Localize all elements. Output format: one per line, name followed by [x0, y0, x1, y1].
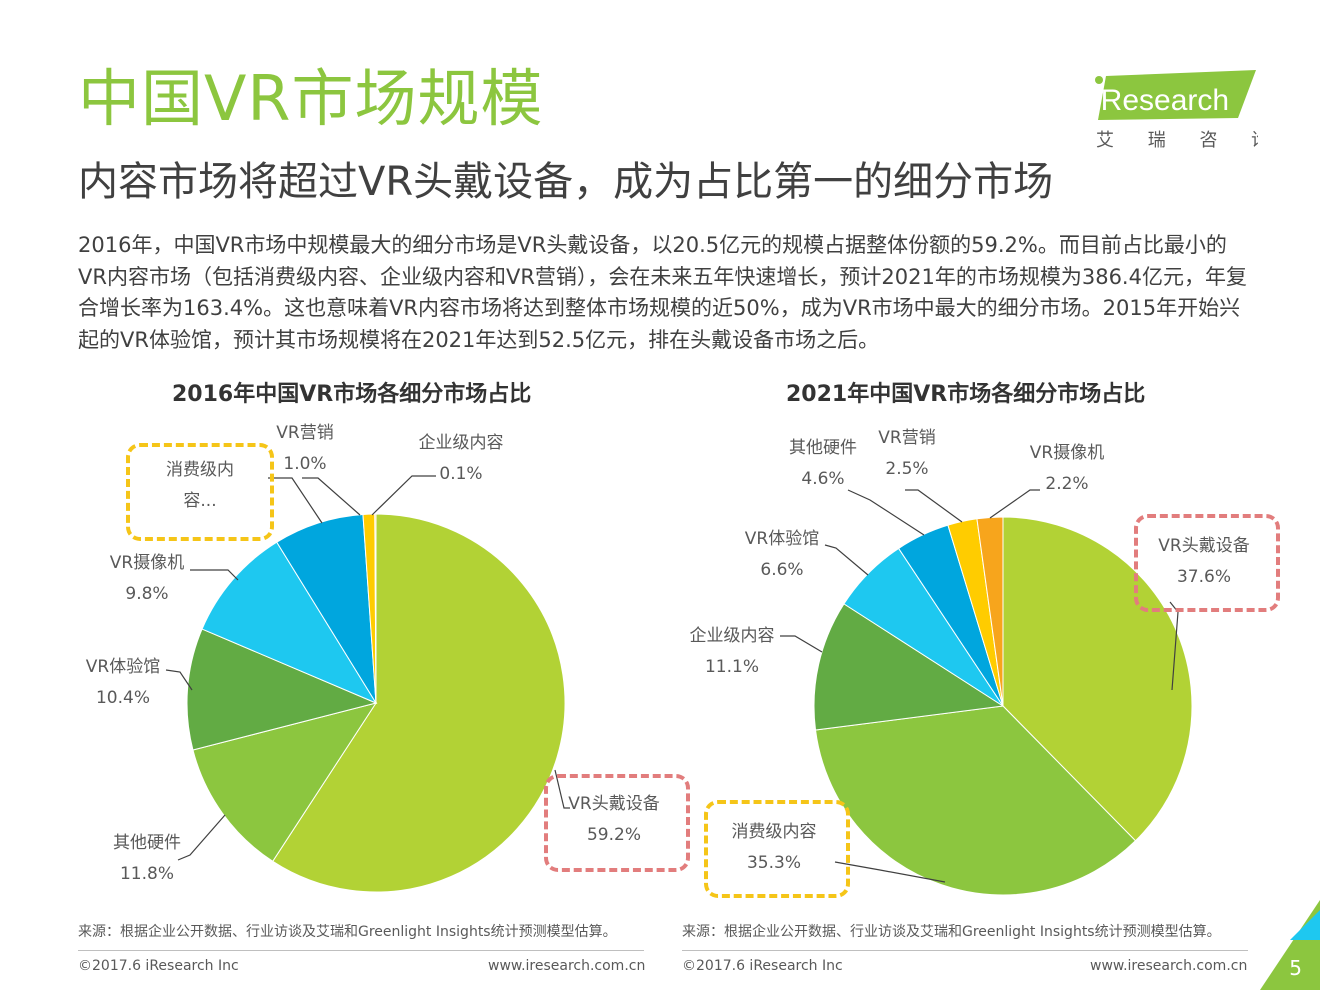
leader-2021-consumer — [834, 861, 946, 883]
logo-dot — [1095, 76, 1103, 84]
label-2016-hardware-value: 11.8% — [119, 864, 174, 884]
page-subtitle: 内容市场将超过VR头戴设备，成为占比第一的细分市场 — [78, 159, 1054, 205]
pie-2016-slice-1 — [192, 702, 378, 862]
label-2016-hardware: 其他硬件 11.8% — [102, 828, 192, 890]
copyright-left: ©2017.6 iResearch Inc — [78, 958, 239, 974]
label-2016-enterprise-value: 0.1% — [439, 464, 483, 484]
body-paragraph: 2016年，中国VR市场中规模最大的细分市场是VR头戴设备，以20.5亿元的规模… — [78, 233, 1247, 352]
leader-2021-headset — [1169, 601, 1179, 691]
label-2021-arena-value: 6.6% — [760, 560, 804, 580]
leader-2016-arena — [165, 669, 193, 691]
label-2016-headset-name: VR头戴设备 — [568, 794, 660, 814]
corner-triangle-blue — [1290, 910, 1320, 940]
label-2021-hardware-name: 其他硬件 — [789, 438, 857, 458]
page-number: 5 — [1289, 956, 1302, 980]
label-2016-marketing: VR营销 1.0% — [265, 418, 345, 480]
label-2016-arena: VR体验馆 10.4% — [78, 652, 168, 714]
label-2016-marketing-value: 1.0% — [283, 454, 327, 474]
footer-rule-left — [78, 950, 644, 951]
corner-decoration — [1260, 900, 1320, 990]
label-2021-arena-name: VR体验馆 — [744, 529, 820, 549]
label-2021-hardware: 其他硬件 4.6% — [778, 433, 868, 495]
pie-2016-slice-2 — [186, 628, 378, 751]
label-2021-camera: VR摄像机 2.2% — [1022, 438, 1112, 500]
label-2021-enterprise-name: 企业级内容 — [689, 626, 775, 646]
leader-2016-marketing — [302, 477, 361, 516]
label-2016-enterprise: 企业级内容 0.1% — [406, 428, 516, 490]
pie-2016-slice-0 — [272, 513, 566, 893]
url-left[interactable]: www.iresearch.com.cn — [488, 958, 646, 974]
leader-2021-camera — [989, 489, 1040, 519]
label-2016-hardware-name: 其他硬件 — [113, 833, 181, 853]
leader-2016-hardware — [177, 814, 226, 861]
pie-2021-slice-0 — [1002, 516, 1193, 842]
label-2016-consumer-name: 消费级内容... — [166, 460, 234, 511]
logo-cn: 艾 瑞 咨 询 — [1096, 130, 1258, 151]
leader-2016-consumer — [268, 477, 323, 524]
pie-2021-slice-2 — [813, 603, 1005, 731]
highlight-box-2016-headset — [544, 774, 690, 872]
source-note-left: 来源：根据企业公开数据、行业访谈及艾瑞和Greenlight Insights统… — [78, 924, 617, 940]
label-2021-consumer-name: 消费级内容 — [731, 822, 817, 842]
page-title: 中国VR市场规模 — [78, 62, 544, 135]
chart-2021-title: 2021年中国VR市场各细分市场占比 — [786, 382, 1146, 407]
source-note-right: 来源：根据企业公开数据、行业访谈及艾瑞和Greenlight Insights统… — [682, 924, 1221, 940]
label-2021-consumer-value: 35.3% — [746, 853, 801, 873]
pie-2021 — [813, 516, 1193, 896]
label-2016-camera-name: VR摄像机 — [109, 553, 185, 573]
corner-triangle-green — [1260, 900, 1320, 990]
leader-lines — [165, 475, 1179, 883]
leader-2016-camera — [190, 569, 239, 581]
leader-2021-hardware — [847, 489, 925, 536]
label-2016-camera-value: 9.8% — [125, 584, 169, 604]
leader-2016-headset — [554, 769, 570, 809]
leader-2021-marketing — [905, 489, 963, 523]
label-2021-consumer: 消费级内容 35.3% — [716, 817, 832, 879]
label-2021-headset-name: VR头戴设备 — [1158, 536, 1250, 556]
label-2021-camera-value: 2.2% — [1045, 474, 1089, 494]
label-2021-headset-value: 37.6% — [1176, 567, 1231, 587]
leader-2021-arena — [824, 544, 869, 576]
footer-rule-right — [682, 950, 1248, 951]
label-2021-headset: VR头戴设备 37.6% — [1146, 531, 1262, 593]
pie-2021-slice-1 — [814, 705, 1137, 896]
label-2016-headset: VR头戴设备 59.2% — [556, 789, 672, 851]
label-2021-hardware-value: 4.6% — [801, 469, 845, 489]
label-2021-marketing-name: VR营销 — [878, 428, 936, 448]
label-2016-marketing-name: VR营销 — [276, 423, 334, 443]
iresearch-logo: iResearch 艾 瑞 咨 询 — [1094, 70, 1258, 151]
label-2016-camera: VR摄像机 9.8% — [102, 548, 192, 610]
label-2021-enterprise-value: 11.1% — [704, 657, 759, 677]
label-2021-marketing-value: 2.5% — [885, 459, 929, 479]
highlight-box-2021-headset — [1134, 514, 1280, 612]
highlight-box-2021-consumer — [704, 800, 850, 898]
label-2021-marketing: VR营销 2.5% — [867, 423, 947, 485]
label-2016-consumer: 消费级内容... — [150, 455, 250, 517]
highlight-box-2016-consumer — [126, 443, 274, 541]
label-2016-headset-value: 59.2% — [586, 825, 641, 845]
pie-2016-slice-6 — [374, 513, 377, 704]
chart-2016-title: 2016年中国VR市场各细分市场占比 — [172, 382, 532, 407]
label-2016-enterprise-name: 企业级内容 — [418, 433, 504, 453]
label-2016-arena-value: 10.4% — [95, 688, 150, 708]
url-right[interactable]: www.iresearch.com.cn — [1090, 958, 1248, 974]
pie-2016 — [186, 513, 566, 893]
leader-2016-enterprise — [371, 475, 436, 516]
label-2021-enterprise: 企业级内容 11.1% — [680, 621, 784, 683]
copyright-right: ©2017.6 iResearch Inc — [682, 958, 843, 974]
logo-badge — [1098, 70, 1256, 120]
label-2021-arena: VR体验馆 6.6% — [737, 524, 827, 586]
logo-brand: iResearch — [1094, 84, 1229, 117]
label-2021-camera-name: VR摄像机 — [1029, 443, 1105, 463]
leader-2021-enterprise — [780, 635, 823, 653]
label-2016-arena-name: VR体验馆 — [85, 657, 161, 677]
pie-2016-slice-3 — [201, 541, 378, 705]
